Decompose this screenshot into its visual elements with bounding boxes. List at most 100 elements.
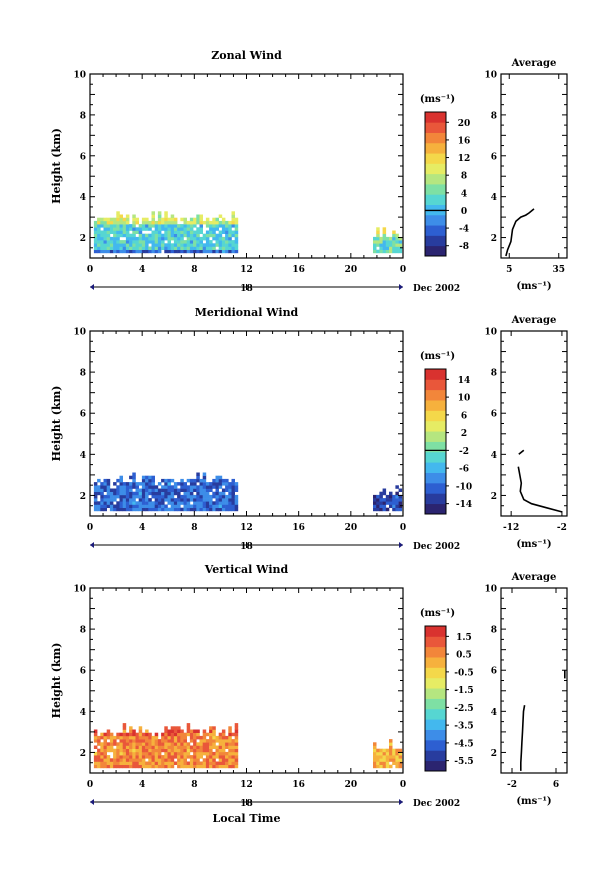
avg-y-tick-label: 6 [491, 152, 497, 162]
heatmap-cell [154, 491, 159, 496]
heatmap-cell [218, 230, 223, 234]
heatmap-cell [164, 498, 168, 502]
colorbar-label: 1.5 [456, 633, 472, 643]
heatmap-cell [212, 217, 216, 222]
heatmap-cell [212, 236, 216, 241]
heatmap-cell [132, 494, 136, 499]
heatmap-cell [148, 236, 152, 241]
heatmap-cell [173, 243, 178, 247]
heatmap-cell [209, 748, 213, 753]
heatmap-cell [125, 243, 130, 247]
heatmap-cell [116, 488, 120, 492]
panel-title: Vertical Wind [204, 563, 289, 576]
heatmap-cell [119, 243, 123, 247]
heatmap-cell [125, 224, 130, 228]
heatmap-cell [138, 224, 143, 228]
heatmap-cell [221, 764, 226, 769]
heatmap-cell [93, 745, 98, 749]
heatmap-cell [103, 249, 107, 254]
heatmap-cell [183, 485, 187, 489]
colorbar-segment [425, 379, 446, 391]
heatmap-cell [157, 236, 162, 241]
heatmap-cell [212, 758, 216, 762]
heatmap-cell [157, 214, 162, 218]
heatmap-cell [373, 498, 377, 502]
heatmap-cell [170, 220, 175, 225]
heatmap-cell [180, 739, 184, 743]
heatmap-cell [119, 732, 123, 737]
heatmap-cell [135, 501, 139, 505]
heatmap-cell [189, 236, 194, 241]
heatmap-cell [106, 732, 111, 737]
heatmap-cell [170, 764, 175, 769]
x-tick-label: 8 [191, 265, 197, 275]
heatmap-cell [209, 764, 213, 769]
heatmap-cell [138, 249, 143, 254]
heatmap-cell [215, 501, 219, 505]
heatmap-cell [218, 755, 223, 759]
colorbar-label: 14 [458, 376, 471, 386]
heatmap-cell [151, 504, 155, 508]
heatmap-cell [379, 491, 383, 496]
heatmap-cell [234, 498, 239, 502]
heatmap-cell [376, 233, 380, 238]
average-title: Average [511, 58, 557, 69]
heatmap-cell [234, 764, 239, 769]
average-title: Average [511, 315, 557, 326]
heatmap-cell [157, 220, 162, 225]
y-axis-label: Height (km) [50, 128, 63, 204]
heatmap-cell [173, 742, 178, 746]
heatmap-cell [138, 758, 143, 762]
heatmap-cell [170, 504, 175, 508]
heatmap-cell [157, 249, 162, 254]
heatmap-cell [93, 758, 98, 762]
heatmap-cell [164, 726, 168, 730]
heatmap-cell [154, 488, 159, 492]
heatmap-cell [125, 764, 130, 769]
heatmap-cell [138, 745, 143, 749]
heatmap-cell [132, 751, 136, 756]
heatmap-cell [113, 236, 117, 241]
heatmap-cell [164, 494, 168, 499]
heatmap-cell [212, 224, 216, 228]
heatmap-cell [234, 732, 239, 737]
heatmap-cell [389, 758, 393, 762]
heatmap-cell [157, 217, 162, 222]
heatmap-cell [225, 246, 229, 250]
average-profile-line [517, 466, 563, 513]
heatmap-cell [119, 735, 123, 740]
heatmap-cell [205, 249, 210, 254]
heatmap-cell [103, 488, 107, 492]
heatmap-cell [189, 488, 194, 492]
avg-y-tick-label: 6 [491, 410, 497, 420]
heatmap-cell [141, 742, 146, 746]
heatmap-cell [103, 504, 107, 508]
heatmap-cell [125, 501, 130, 505]
heatmap-cell [225, 745, 229, 749]
heatmap-cell [141, 488, 146, 492]
heatmap-cell [132, 735, 136, 740]
heatmap-cell [151, 742, 155, 746]
heatmap-cell [373, 745, 377, 749]
heatmap-cell [183, 498, 187, 502]
heatmap-cell [129, 745, 133, 749]
heatmap-cell [97, 491, 101, 496]
heatmap-cell [170, 227, 175, 231]
heatmap-cell [145, 761, 149, 765]
heatmap-cell [138, 764, 143, 769]
heatmap-cell [103, 498, 107, 502]
heatmap-cell [231, 240, 235, 244]
avg-y-tick-label: 6 [491, 667, 497, 677]
heatmap-cell [103, 761, 107, 765]
heatmap-cell [180, 735, 184, 740]
heatmap-cell [385, 761, 390, 765]
heatmap-cell [154, 494, 159, 499]
heatmap-cell [93, 243, 98, 247]
heatmap-cell [100, 761, 104, 765]
heatmap-cell [170, 745, 175, 749]
heatmap-cell [170, 224, 175, 228]
heatmap-cell [113, 488, 117, 492]
heatmap-cell [93, 732, 98, 737]
